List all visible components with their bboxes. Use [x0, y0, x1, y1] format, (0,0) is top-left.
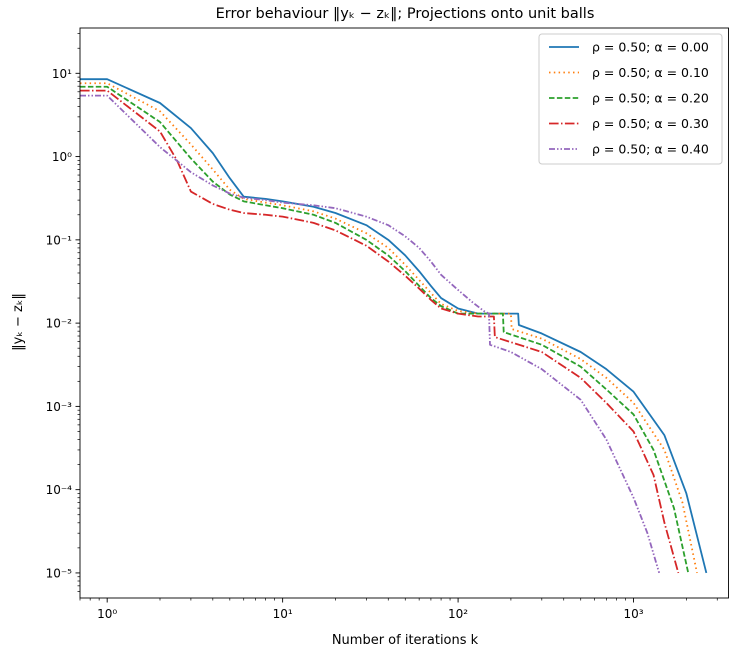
series-line-1 — [80, 78, 708, 574]
x-tick-label: 10³ — [623, 607, 643, 621]
legend-label-4: ρ = 0.50; α = 0.30 — [592, 116, 709, 131]
y-tick-label: 10¹ — [52, 67, 72, 81]
series-line-4 — [80, 89, 680, 574]
y-tick-label: 10⁻⁴ — [46, 483, 73, 497]
y-tick-label: 10⁻³ — [46, 400, 73, 414]
legend-label-3: ρ = 0.50; α = 0.20 — [592, 91, 709, 106]
y-tick-label: 10⁻⁵ — [46, 566, 73, 580]
series-lines — [80, 78, 708, 574]
y-tick-label: 10⁻² — [46, 317, 73, 331]
x-tick-label: 10⁰ — [97, 607, 117, 621]
major-ticks: 10⁰ 10¹ 10² 10³ 10¹ 10⁰ 10⁻¹ 10⁻² 10⁻³ 10⁻⁴ 10⁻⁵ — [46, 67, 644, 621]
series-line-2 — [80, 82, 698, 574]
x-tick-label: 10² — [448, 607, 468, 621]
x-tick-label: 10¹ — [273, 607, 293, 621]
chart-title: Error behaviour ‖yₖ − zₖ‖; Projections o… — [216, 6, 595, 22]
y-tick-label: 10⁰ — [52, 150, 72, 164]
legend-label-5: ρ = 0.50; α = 0.40 — [592, 142, 709, 157]
legend-label-1: ρ = 0.50; α = 0.00 — [592, 40, 709, 55]
legend-box — [538, 33, 723, 165]
series-line-3 — [80, 85, 690, 574]
legend: ρ = 0.50; α = 0.00 ρ = 0.50; α = 0.10 ρ = … — [538, 33, 723, 165]
legend-label-2: ρ = 0.50; α = 0.10 — [592, 65, 709, 80]
y-axis-title: ‖yₖ − zₖ‖ — [11, 293, 26, 351]
series-line-5 — [80, 94, 661, 574]
x-axis-title: Number of iterations k — [332, 633, 479, 648]
y-tick-label: 10⁻¹ — [46, 233, 73, 247]
